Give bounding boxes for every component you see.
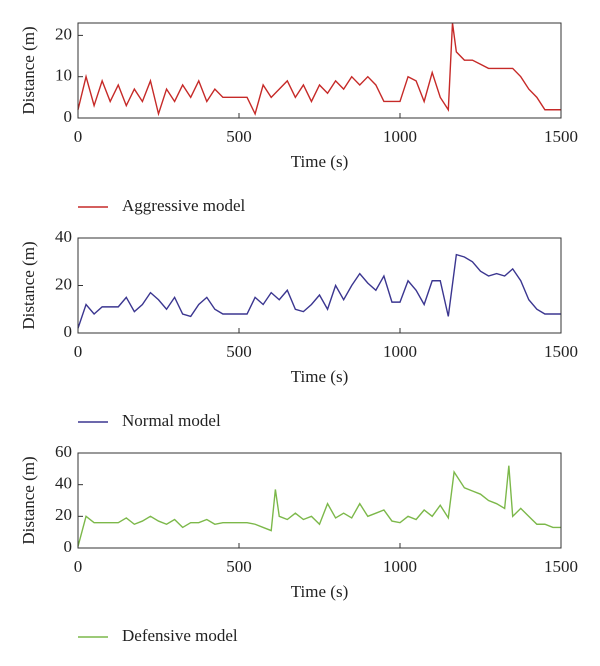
x-tick-label: 1500 [544, 342, 578, 361]
x-tick-label: 1500 [544, 557, 578, 576]
x-tick-label: 0 [74, 557, 83, 576]
y-tick-label: 40 [55, 474, 72, 493]
x-tick-label: 500 [226, 342, 252, 361]
data-line [77, 253, 561, 329]
x-tick-label: 1000 [383, 342, 417, 361]
x-tick-label: 0 [74, 342, 83, 361]
y-axis-label: Distance (m) [19, 241, 38, 329]
x-axis-label: Time (s) [291, 152, 348, 171]
legend-label: Defensive model [122, 626, 238, 645]
x-tick-label: 0 [74, 127, 83, 146]
y-tick-label: 0 [64, 322, 73, 341]
x-tick-label: 1500 [544, 127, 578, 146]
y-tick-label: 20 [55, 505, 72, 524]
y-axis-label: Distance (m) [19, 26, 38, 114]
axes-frame [77, 452, 562, 549]
axes-frame [77, 237, 562, 334]
data-line [77, 22, 561, 117]
x-tick-label: 1000 [383, 127, 417, 146]
y-axis-label: Distance (m) [19, 456, 38, 544]
legend-label: Aggressive model [122, 196, 246, 215]
y-tick-label: 0 [64, 107, 73, 126]
y-tick-label: 60 [55, 442, 72, 461]
legend-label: Normal model [122, 411, 221, 430]
y-tick-label: 0 [64, 537, 73, 556]
x-axis-label: Time (s) [291, 367, 348, 386]
data-line [77, 465, 561, 547]
y-tick-label: 40 [55, 227, 72, 246]
axes-frame [77, 22, 562, 119]
x-axis-label: Time (s) [291, 582, 348, 601]
x-tick-label: 500 [226, 557, 252, 576]
y-tick-label: 20 [55, 274, 72, 293]
y-tick-label: 20 [55, 24, 72, 43]
x-tick-label: 1000 [383, 557, 417, 576]
x-tick-label: 500 [226, 127, 252, 146]
y-tick-label: 10 [55, 66, 72, 85]
